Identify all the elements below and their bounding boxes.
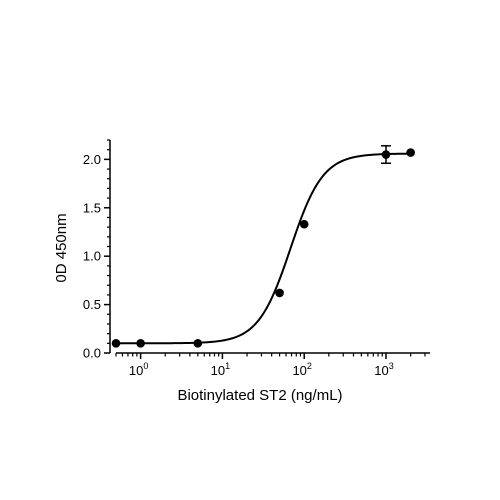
x-axis-label: Biotinylated ST2 (ng/mL): [177, 387, 342, 404]
x-tick-label-base: 10: [211, 363, 225, 378]
x-tick-label-exp: 0: [143, 361, 148, 371]
x-tick-label-exp: 3: [389, 361, 394, 371]
x-tick-label-exp: 2: [307, 361, 312, 371]
data-point: [136, 339, 145, 348]
x-tick-label: 102: [292, 361, 311, 378]
data-point: [111, 339, 121, 348]
y-axis-label: 0D 450nm: [53, 213, 70, 282]
x-tick-label: 100: [129, 361, 148, 378]
x-tick-label-exp: 1: [225, 361, 230, 371]
y-tick-label: 0.5: [83, 297, 101, 312]
y-tick-label: 1.0: [83, 249, 101, 264]
x-tick-label: 101: [211, 361, 230, 378]
ticks: [104, 139, 426, 359]
axes: [109, 140, 430, 354]
y-tick-label: 2.0: [83, 152, 101, 167]
data-points: [111, 148, 415, 348]
data-point: [381, 150, 391, 159]
fit-curve: [116, 152, 411, 345]
y-tick-label: 1.5: [83, 200, 101, 215]
x-tick-label-base: 10: [374, 363, 388, 378]
data-point: [275, 288, 284, 298]
x-tick-label: 103: [374, 361, 393, 378]
data-point: [299, 219, 309, 229]
y-tick-label: 0.0: [83, 346, 101, 361]
x-tick-label-base: 10: [129, 363, 143, 378]
data-point: [193, 339, 203, 348]
data-point: [406, 148, 415, 157]
x-tick-label-base: 10: [292, 363, 306, 378]
